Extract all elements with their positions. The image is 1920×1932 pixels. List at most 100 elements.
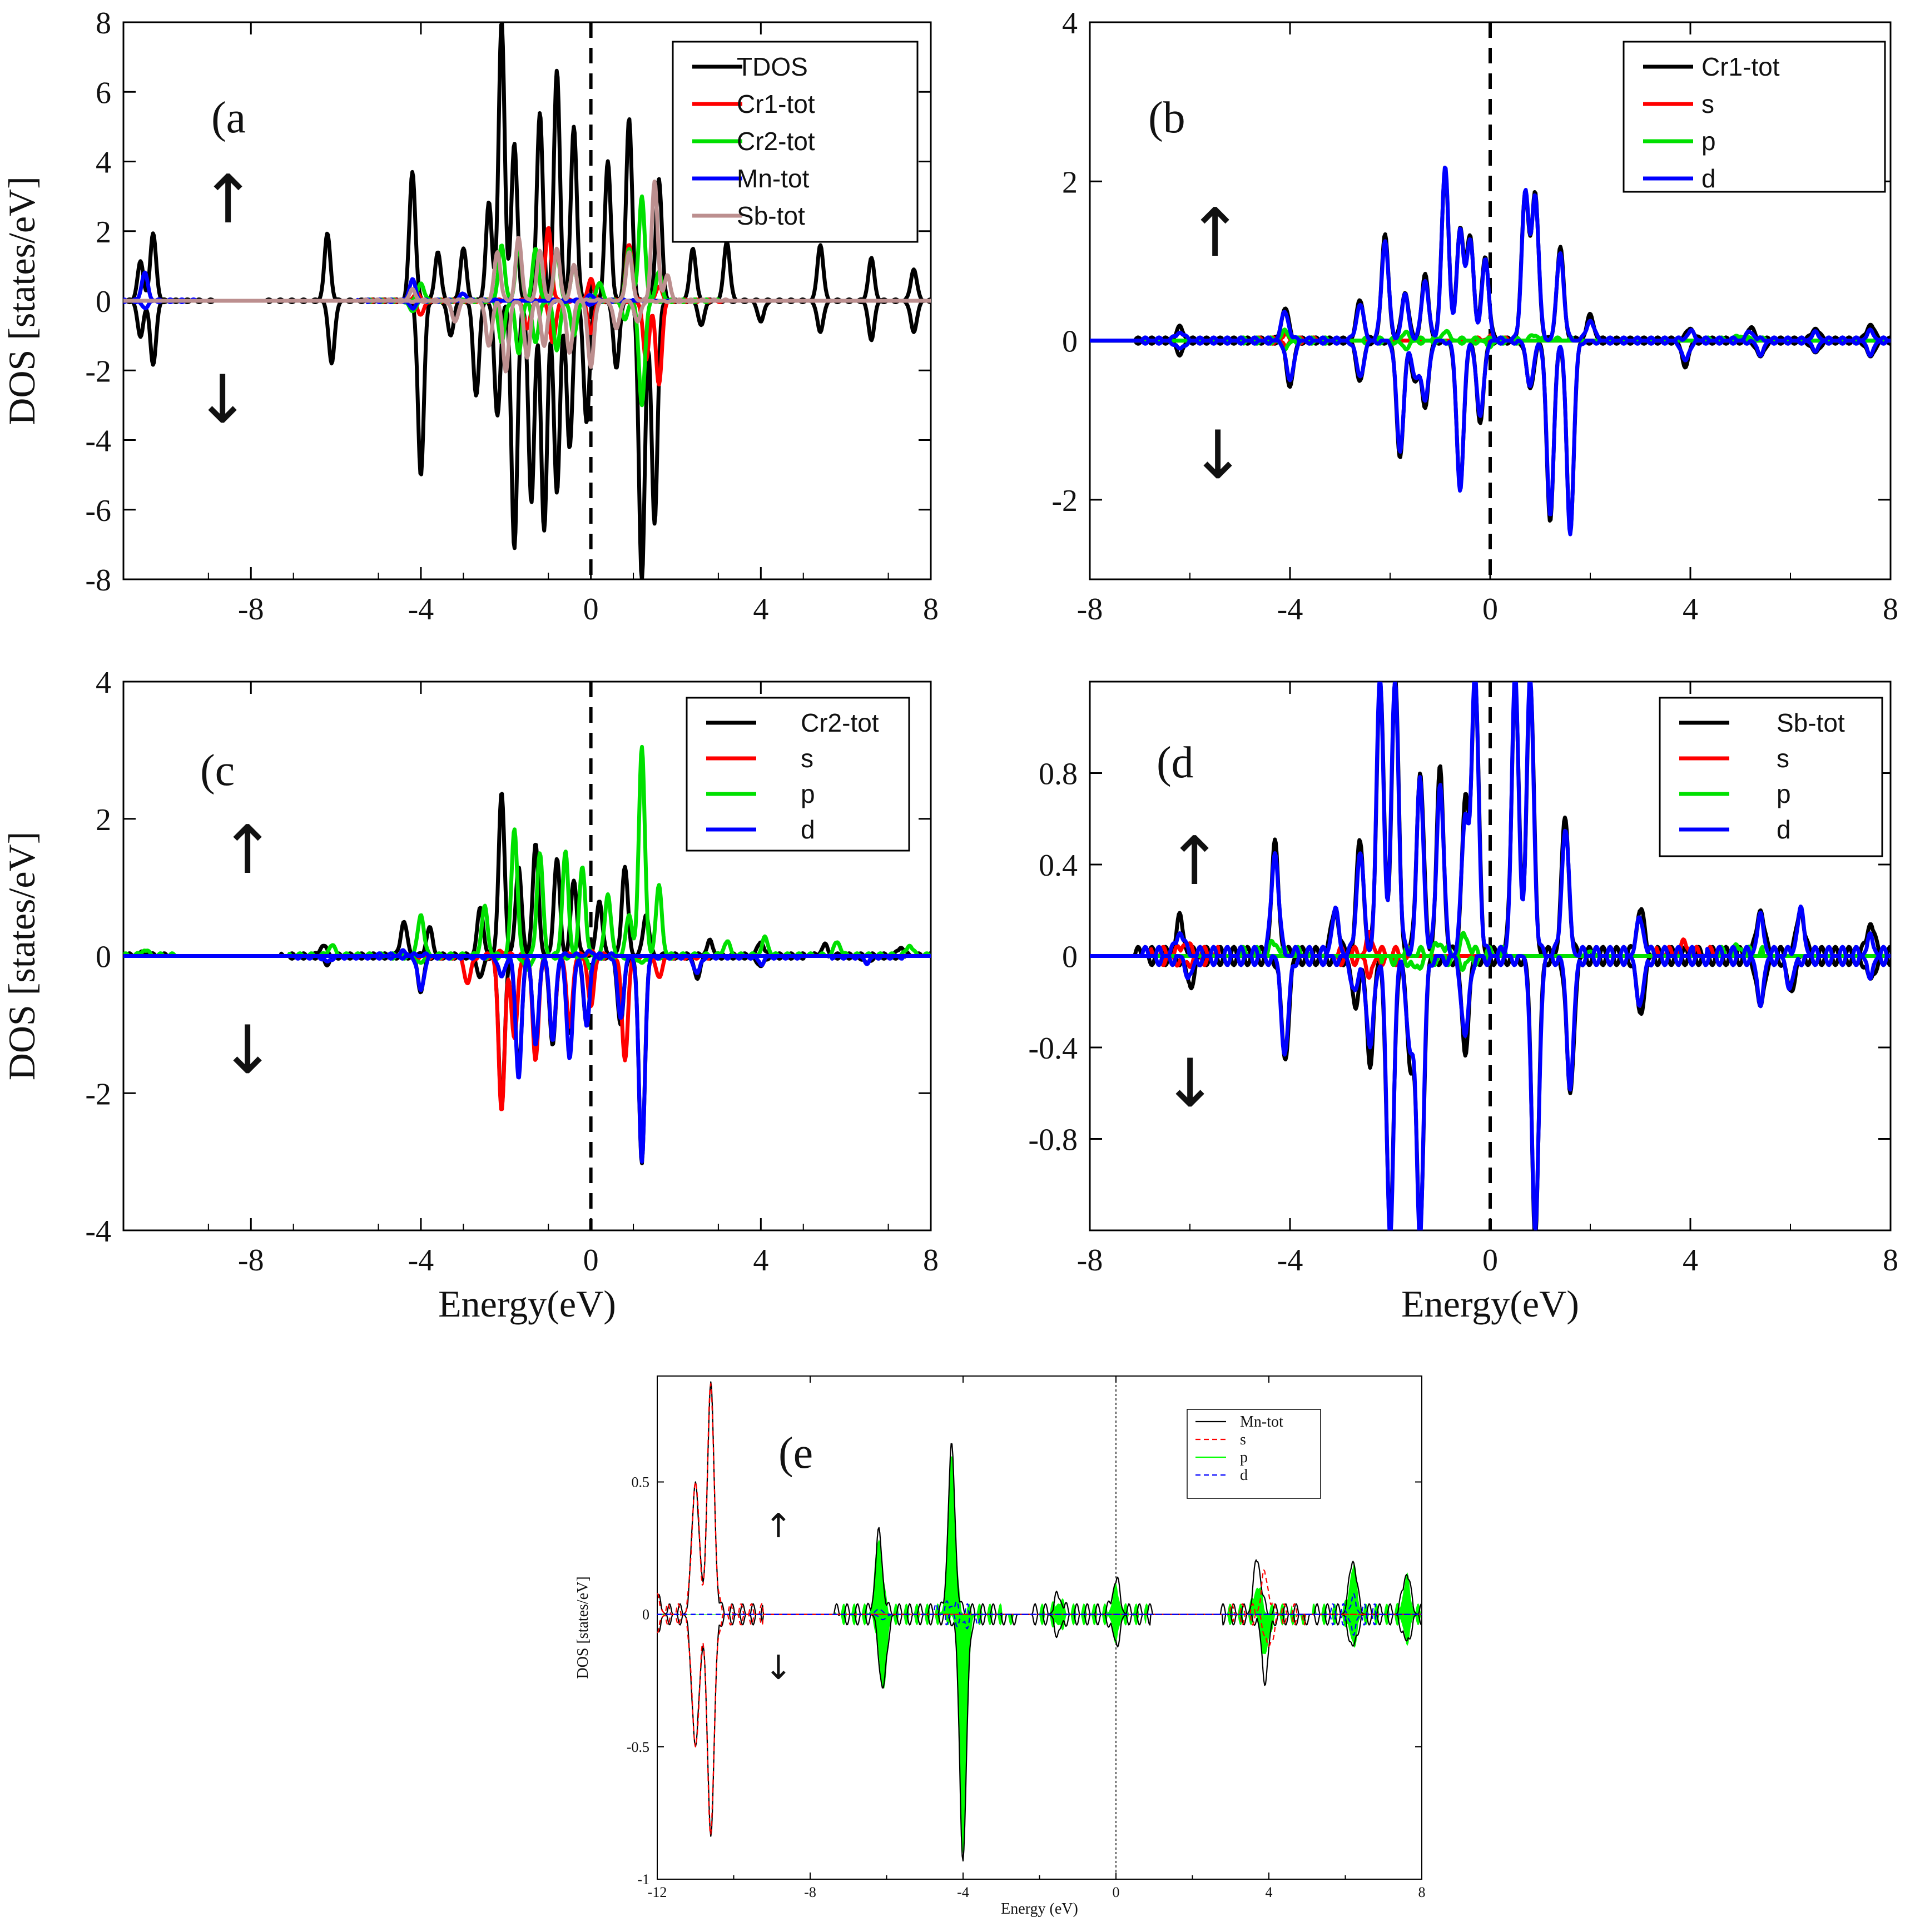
spin-up-arrow: ↑ (765, 1507, 792, 1546)
series-d-down (123, 954, 931, 1164)
series-group (1090, 165, 1891, 537)
legend: TDOS Cr1-tot Cr2-tot Mn-tot Sb-tot (672, 41, 919, 243)
x-tick-label: -4 (408, 592, 434, 627)
series-s-down (657, 1613, 1422, 1835)
y-tick-label: 0 (642, 1607, 649, 1623)
spin-down-arrow: ↓ (1162, 1045, 1218, 1123)
y-tick-label: 4 (96, 146, 111, 180)
spin-up-arrow: ↑ (220, 812, 276, 889)
legend-label: s (1701, 90, 1714, 118)
y-tick-label: -0.4 (1028, 1031, 1078, 1066)
legend-label: d (1240, 1467, 1248, 1484)
panel-label: (b (1148, 93, 1185, 142)
legend-label: d (1701, 164, 1716, 193)
x-tick-label: -8 (238, 592, 264, 627)
y-tick-label: 4 (96, 665, 111, 700)
x-axis-label: Energy (eV) (1001, 1900, 1078, 1918)
x-tick-label: 0 (1482, 592, 1498, 627)
panel-a-tdos: -8 -4 0 4 8 -8 -6 -4 -2 0 2 4 6 8 DOS [states/eV] (a ↑ ↓ T… (1, 6, 939, 627)
legend-label: d (801, 815, 815, 844)
spin-down-arrow: ↓ (220, 1012, 276, 1089)
x-tick-label: 4 (1683, 1243, 1698, 1278)
legend-label: Mn-tot (737, 164, 810, 193)
y-axis-label: DOS [states/eV] (574, 1576, 592, 1678)
panel-e-mn: -12 -8 -4 0 4 8 -1 -0.5 0 0.5 DOS [states/eV] Energ… (574, 1375, 1426, 1918)
y-tick-label: 4 (1062, 6, 1078, 41)
x-tick-label: 4 (1683, 592, 1698, 627)
series-d-up (657, 1593, 1422, 1615)
legend-label: s (1240, 1431, 1246, 1448)
y-tick-label: -2 (85, 1077, 111, 1111)
y-tick-label: 0.4 (1039, 848, 1078, 883)
y-tick-label: 0 (1062, 940, 1078, 975)
x-tick-label: 4 (1266, 1884, 1273, 1900)
x-tick-label: 8 (1883, 592, 1898, 627)
panel-label: (c (200, 746, 235, 795)
x-tick-label: -4 (1277, 1243, 1303, 1278)
legend-label: Cr1-tot (1701, 52, 1780, 81)
y-tick-label: 2 (1062, 165, 1078, 200)
legend: Sb-tot spd (1659, 697, 1883, 857)
x-tick-label: 8 (923, 592, 939, 627)
x-tick-label: 4 (753, 1243, 768, 1278)
panel-label: (e (778, 1429, 813, 1478)
series-group (657, 1381, 1422, 1862)
panel-label: (d (1157, 738, 1194, 787)
y-tick-label: -1 (637, 1871, 649, 1888)
y-axis-label: DOS [states/eV] (1, 832, 43, 1081)
panel-d-sb: -8 -4 0 4 8 -0.8 -0.4 0 0.4 0.8 Energy(eV) (d ↑ ↓ Sb-t… (1028, 681, 1898, 1325)
x-tick-label: 4 (753, 592, 768, 627)
series-sb-tot-down (123, 299, 931, 374)
legend: Cr1-tot spd (1623, 41, 1886, 193)
legend: Cr2-tot spd (686, 697, 910, 852)
series-group (123, 744, 931, 1165)
panel-b-cr1: -8 -4 0 4 8 -2 0 2 4 (b ↑ ↓ Cr1-tot spd (1051, 6, 1898, 627)
legend-label: s (1777, 744, 1789, 773)
spin-down-arrow: ↓ (1190, 417, 1246, 494)
y-tick-label: -0.5 (627, 1739, 649, 1755)
legend-label: p (1777, 779, 1791, 808)
y-tick-label: 6 (96, 76, 111, 110)
y-tick-label: -4 (85, 424, 111, 459)
y-tick-label: -6 (85, 494, 111, 528)
y-tick-label: 0 (96, 285, 111, 319)
legend-label: d (1777, 815, 1791, 844)
y-tick-label: 0.8 (1039, 757, 1078, 792)
x-tick-label: -8 (804, 1884, 816, 1900)
x-tick-label: -12 (648, 1884, 667, 1900)
legend-label: Cr2-tot (737, 127, 815, 156)
spin-down-arrow: ↓ (765, 1648, 792, 1687)
spin-down-arrow: ↓ (195, 361, 251, 439)
legend-label: s (801, 744, 813, 773)
series-tdos-down (123, 299, 931, 579)
legend-label: p (1240, 1449, 1248, 1466)
x-tick-label: -4 (1277, 592, 1303, 627)
x-tick-label: 8 (1883, 1243, 1898, 1278)
x-tick-label: 0 (583, 592, 599, 627)
legend-label: Cr1-tot (737, 90, 815, 118)
x-tick-label: -8 (238, 1243, 264, 1278)
series-d-down (657, 1613, 1422, 1636)
spin-up-arrow: ↑ (1167, 823, 1223, 900)
legend-label: Mn-tot (1240, 1413, 1283, 1431)
y-tick-label: 0 (96, 940, 111, 975)
y-tick-label: -0.8 (1028, 1123, 1078, 1158)
panel-label: (a (211, 93, 246, 142)
x-axis-label: Energy(eV) (438, 1283, 616, 1325)
y-tick-label: 2 (96, 803, 111, 837)
legend-label: p (1701, 127, 1716, 156)
x-axis-label: Energy(eV) (1401, 1283, 1579, 1325)
series-group (123, 22, 931, 579)
y-tick-label: 8 (96, 6, 111, 41)
x-tick-label: 8 (1418, 1884, 1426, 1900)
legend-label: TDOS (737, 52, 808, 81)
spin-up-arrow: ↑ (1187, 195, 1243, 272)
legend-label: p (801, 779, 815, 808)
y-tick-label: 0.5 (632, 1474, 650, 1491)
x-tick-label: 8 (923, 1243, 939, 1278)
y-tick-label: -2 (85, 354, 111, 389)
x-tick-label: 0 (1482, 1243, 1498, 1278)
legend-box (1187, 1409, 1321, 1499)
spin-up-arrow: ↑ (200, 161, 256, 239)
